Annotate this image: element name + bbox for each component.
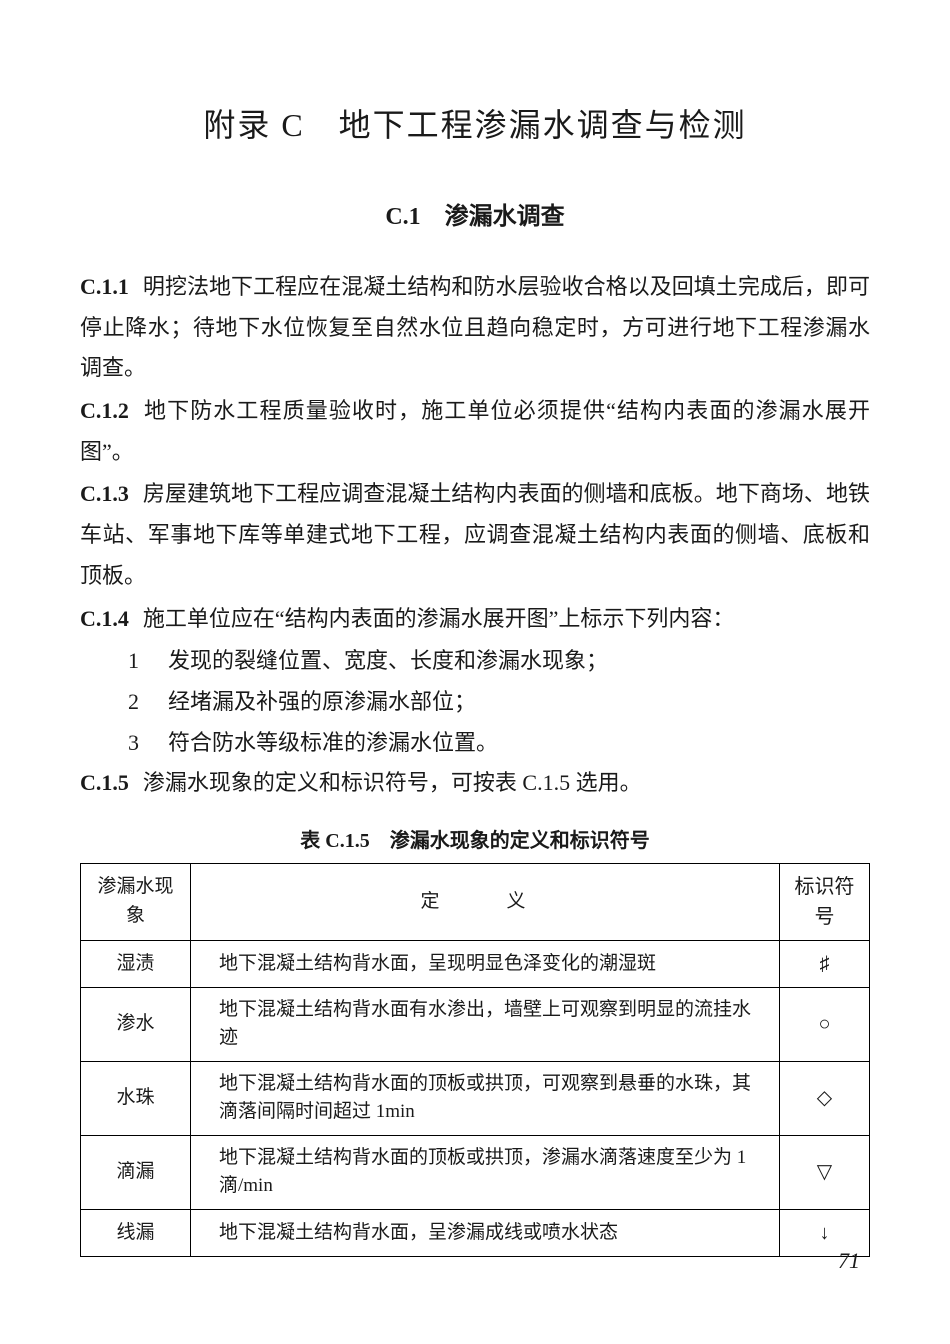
table-row: 滴漏 地下混凝土结构背水面的顶板或拱顶，渗漏水滴落速度至少为 1 滴/min ▽ (81, 1135, 870, 1209)
page-number: 71 (838, 1248, 860, 1274)
appendix-title: 附录 C 地下工程渗漏水调查与检测 (80, 100, 870, 146)
list-text: 符合防水等级标准的渗漏水位置。 (168, 730, 498, 755)
clause-c15: C.1.5 渗漏水现象的定义和标识符号，可按表 C.1.5 选用。 (80, 763, 870, 804)
leakage-table: 渗漏水现象 定 义 标识符号 湿渍 地下混凝土结构背水面，呈现明显色泽变化的潮湿… (80, 863, 870, 1257)
table-row: 湿渍 地下混凝土结构背水面，呈现明显色泽变化的潮湿斑 ♯ (81, 940, 870, 987)
list-text: 经堵漏及补强的原渗漏水部位； (168, 689, 476, 714)
clause-c12: C.1.2地下防水工程质量验收时，施工单位必须提供“结构内表面的渗漏水展开图”。 (80, 391, 870, 472)
td-sym: ◇ (780, 1061, 870, 1135)
td-sym: ○ (780, 987, 870, 1061)
clause-text: 施工单位应在“结构内表面的渗漏水展开图”上标示下列内容： (143, 606, 735, 631)
td-def: 地下混凝土结构背水面，呈现明显色泽变化的潮湿斑 (191, 940, 780, 987)
td-sym: ♯ (780, 940, 870, 987)
list-num: 3 (128, 723, 156, 764)
section-title: C.1 渗漏水调查 (80, 196, 870, 231)
table-caption: 表 C.1.5 渗漏水现象的定义和标识符号 (80, 824, 870, 853)
clause-num: C.1.5 (80, 770, 129, 795)
td-phenom: 渗水 (81, 987, 191, 1061)
th-sym: 标识符号 (780, 863, 870, 940)
td-phenom: 滴漏 (81, 1135, 191, 1209)
table-row: 渗水 地下混凝土结构背水面有水渗出，墙壁上可观察到明显的流挂水迹 ○ (81, 987, 870, 1061)
table-header-row: 渗漏水现象 定 义 标识符号 (81, 863, 870, 940)
clause-num: C.1.3 (80, 481, 129, 506)
td-sym: ▽ (780, 1135, 870, 1209)
clause-c14: C.1.4 施工单位应在“结构内表面的渗漏水展开图”上标示下列内容： (80, 599, 870, 640)
clause-text: 房屋建筑地下工程应调查混凝土结构内表面的侧墙和底板。地下商场、地铁车站、军事地下… (80, 481, 870, 587)
td-def: 地下混凝土结构背水面有水渗出，墙壁上可观察到明显的流挂水迹 (191, 987, 780, 1061)
td-phenom: 水珠 (81, 1061, 191, 1135)
list-item-3: 3 符合防水等级标准的渗漏水位置。 (80, 723, 870, 764)
td-phenom: 湿渍 (81, 940, 191, 987)
table-row: 线漏 地下混凝土结构背水面，呈渗漏成线或喷水状态 ↓ (81, 1209, 870, 1256)
th-def: 定 义 (191, 863, 780, 940)
td-def: 地下混凝土结构背水面的顶板或拱顶，渗漏水滴落速度至少为 1 滴/min (191, 1135, 780, 1209)
list-text: 发现的裂缝位置、宽度、长度和渗漏水现象； (168, 648, 608, 673)
clause-num: C.1.2 (80, 398, 129, 423)
td-phenom: 线漏 (81, 1209, 191, 1256)
clause-text: 明挖法地下工程应在混凝土结构和防水层验收合格以及回填土完成后，即可停止降水；待地… (80, 274, 870, 380)
clause-text: 地下防水工程质量验收时，施工单位必须提供“结构内表面的渗漏水展开图”。 (80, 398, 870, 464)
th-phenom: 渗漏水现象 (81, 863, 191, 940)
clause-text: 渗漏水现象的定义和标识符号，可按表 C.1.5 选用。 (143, 770, 642, 795)
clause-num: C.1.1 (80, 274, 129, 299)
clause-c11: C.1.1明挖法地下工程应在混凝土结构和防水层验收合格以及回填土完成后，即可停止… (80, 267, 870, 389)
list-item-2: 2 经堵漏及补强的原渗漏水部位； (80, 682, 870, 723)
clause-c13: C.1.3房屋建筑地下工程应调查混凝土结构内表面的侧墙和底板。地下商场、地铁车站… (80, 474, 870, 596)
td-def: 地下混凝土结构背水面，呈渗漏成线或喷水状态 (191, 1209, 780, 1256)
th-def-text: 定 义 (420, 891, 549, 912)
table-row: 水珠 地下混凝土结构背水面的顶板或拱顶，可观察到悬垂的水珠，其滴落间隔时间超过 … (81, 1061, 870, 1135)
list-num: 2 (128, 682, 156, 723)
list-item-1: 1 发现的裂缝位置、宽度、长度和渗漏水现象； (80, 641, 870, 682)
td-def: 地下混凝土结构背水面的顶板或拱顶，可观察到悬垂的水珠，其滴落间隔时间超过 1mi… (191, 1061, 780, 1135)
list-num: 1 (128, 641, 156, 682)
clause-num: C.1.4 (80, 606, 129, 631)
